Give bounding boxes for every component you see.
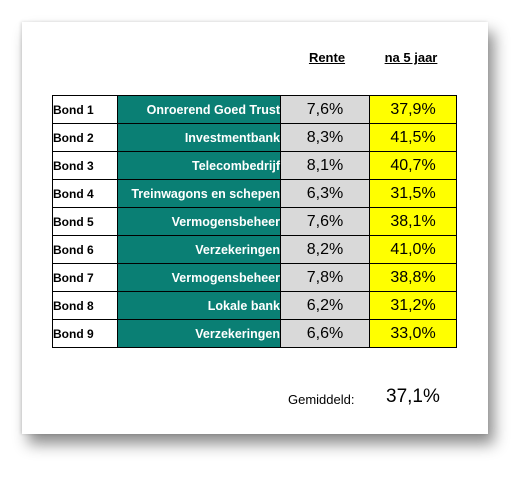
bond-rate-cell[interactable]: 8,1%: [280, 151, 370, 180]
bond-name-cell[interactable]: Onroerend Goed Trust: [117, 95, 281, 124]
bond-rate-cell[interactable]: 6,3%: [280, 179, 370, 208]
table-row: Bond 2 Investmentbank 8,3% 41,5%: [52, 123, 457, 152]
bond-id-cell[interactable]: Bond 6: [52, 235, 118, 264]
bond-name-cell[interactable]: Investmentbank: [117, 123, 281, 152]
table-row: Bond 7 Vermogensbeheer 7,8% 38,8%: [52, 263, 457, 292]
table-row: Bond 8 Lokale bank 6,2% 31,2%: [52, 291, 457, 320]
bond-name-cell[interactable]: Vermogensbeheer: [117, 263, 281, 292]
bond-five-year-cell[interactable]: 41,0%: [369, 235, 457, 264]
bond-name-cell[interactable]: Telecombedrijf: [117, 151, 281, 180]
bond-five-year-cell[interactable]: 37,9%: [369, 95, 457, 124]
spreadsheet-card: Rente na 5 jaar Bond 1 Onroerend Goed Tr…: [22, 22, 488, 434]
bond-five-year-cell[interactable]: 38,1%: [369, 207, 457, 236]
bond-rate-cell[interactable]: 7,6%: [280, 95, 370, 124]
bond-rate-cell[interactable]: 8,3%: [280, 123, 370, 152]
table-row: Bond 4 Treinwagons en schepen 6,3% 31,5%: [52, 179, 457, 208]
table-row: Bond 5 Vermogensbeheer 7,6% 38,1%: [52, 207, 457, 236]
average-label: Gemiddeld:: [288, 392, 355, 407]
header-rente: Rente: [308, 50, 346, 65]
table-row: Bond 1 Onroerend Goed Trust 7,6% 37,9%: [52, 95, 457, 124]
bond-rate-cell[interactable]: 7,6%: [280, 207, 370, 236]
bond-five-year-cell[interactable]: 31,5%: [369, 179, 457, 208]
bond-rate-cell[interactable]: 6,6%: [280, 319, 370, 348]
bond-name-cell[interactable]: Lokale bank: [117, 291, 281, 320]
bond-name-cell[interactable]: Verzekeringen: [117, 319, 281, 348]
table-row: Bond 3 Telecombedrijf 8,1% 40,7%: [52, 151, 457, 180]
bond-five-year-cell[interactable]: 41,5%: [369, 123, 457, 152]
bonds-table: Bond 1 Onroerend Goed Trust 7,6% 37,9% B…: [52, 95, 457, 348]
bond-rate-cell[interactable]: 6,2%: [280, 291, 370, 320]
header-five-year: na 5 jaar: [384, 50, 438, 65]
bond-id-cell[interactable]: Bond 3: [52, 151, 118, 180]
bond-five-year-cell[interactable]: 31,2%: [369, 291, 457, 320]
bond-rate-cell[interactable]: 8,2%: [280, 235, 370, 264]
bond-id-cell[interactable]: Bond 9: [52, 319, 118, 348]
bond-id-cell[interactable]: Bond 8: [52, 291, 118, 320]
bond-name-cell[interactable]: Vermogensbeheer: [117, 207, 281, 236]
bond-id-cell[interactable]: Bond 1: [52, 95, 118, 124]
bond-five-year-cell[interactable]: 33,0%: [369, 319, 457, 348]
table-row: Bond 9 Verzekeringen 6,6% 33,0%: [52, 319, 457, 348]
bond-rate-cell[interactable]: 7,8%: [280, 263, 370, 292]
table-row: Bond 6 Verzekeringen 8,2% 41,0%: [52, 235, 457, 264]
bond-id-cell[interactable]: Bond 2: [52, 123, 118, 152]
bond-name-cell[interactable]: Treinwagons en schepen: [117, 179, 281, 208]
bond-name-cell[interactable]: Verzekeringen: [117, 235, 281, 264]
bond-id-cell[interactable]: Bond 7: [52, 263, 118, 292]
bond-five-year-cell[interactable]: 40,7%: [369, 151, 457, 180]
average-value[interactable]: 37,1%: [386, 386, 440, 407]
bond-id-cell[interactable]: Bond 5: [52, 207, 118, 236]
bond-five-year-cell[interactable]: 38,8%: [369, 263, 457, 292]
bond-id-cell[interactable]: Bond 4: [52, 179, 118, 208]
